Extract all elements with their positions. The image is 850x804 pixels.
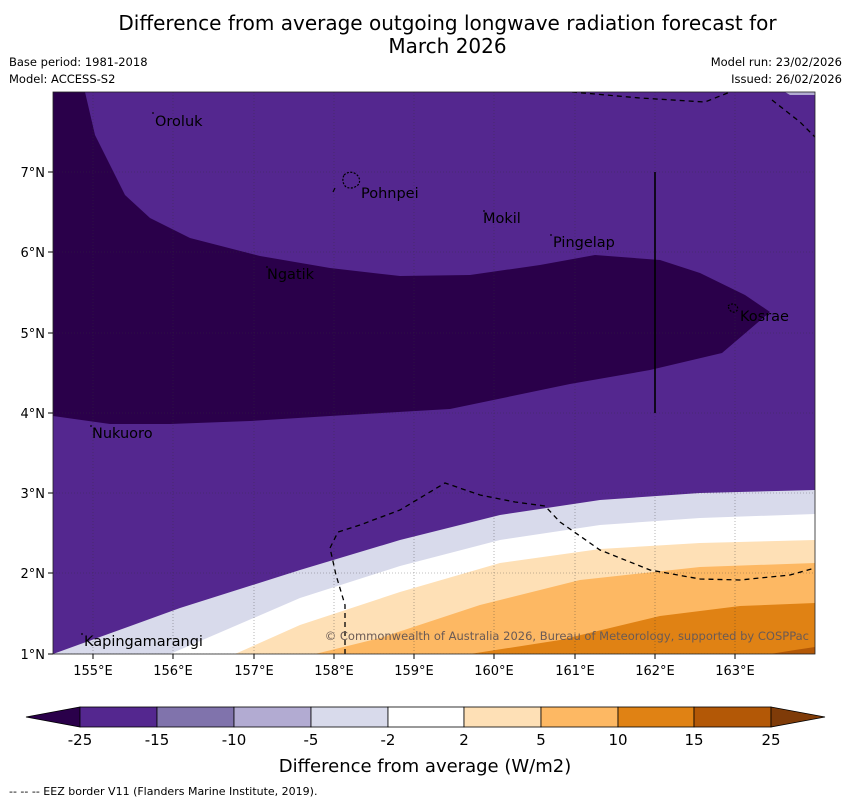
- colorbar-swatch-neg25-neg15: [79, 706, 158, 728]
- lon-tick-158: 158°E: [314, 664, 354, 679]
- lat-tick-1n: 1°N: [21, 648, 46, 663]
- colorbar-swatch-10-15: [617, 706, 695, 728]
- lon-tick-161: 161°E: [555, 664, 595, 679]
- lon-tick-163: 163°E: [715, 664, 755, 679]
- colorbar-swatch-5-10: [540, 706, 619, 728]
- colorbar-tick-2: 2: [459, 731, 469, 749]
- colorbar-arrow-right: [770, 706, 826, 728]
- pohnpei-reef-mark: [332, 187, 336, 193]
- colorbar-tick-10: 10: [608, 731, 627, 749]
- meta-left: Base period: 1981-2018 Model: ACCESS-S2: [9, 54, 148, 88]
- place-markers: [81, 112, 552, 635]
- kosrae-outline: [727, 303, 739, 313]
- colorbar-arrow-left: [25, 706, 81, 728]
- kapinga-marker: [81, 633, 83, 635]
- base-period: Base period: 1981-2018: [9, 55, 148, 69]
- lat-tick-4n: 4°N: [21, 407, 46, 422]
- colorbar-tick-25: 25: [761, 731, 780, 749]
- model-name: Model: ACCESS-S2: [9, 72, 116, 86]
- colorbar-tick-neg15: -15: [145, 731, 170, 749]
- colorbar-tick-neg2: -2: [381, 731, 396, 749]
- lon-tick-156: 156°E: [153, 664, 193, 679]
- eez-border-south: [329, 482, 815, 654]
- lon-tick-155: 155°E: [73, 664, 113, 679]
- mokil-marker: [483, 210, 485, 212]
- colorbar-swatch-15-25: [693, 706, 772, 728]
- eez-border-top-right: [771, 99, 815, 138]
- eez-footnote: -- -- -- EEZ border V11 (Flanders Marine…: [9, 785, 318, 798]
- place-label-pohnpei: Pohnpei: [361, 186, 419, 202]
- map-plot-area: Oroluk Pohnpei Mokil Pingelap Ngatik Kos…: [53, 92, 815, 654]
- colorbar-swatch-2-5: [463, 706, 542, 728]
- colorbar-tick-5: 5: [536, 731, 546, 749]
- map-title: Difference from average outgoing longwav…: [0, 12, 850, 58]
- ngatik-marker: [266, 266, 268, 268]
- place-label-pingelap: Pingelap: [553, 235, 615, 251]
- title-line-2: March 2026: [388, 34, 507, 58]
- colorbar-tick-neg10: -10: [222, 731, 247, 749]
- place-label-nukuoro: Nukuoro: [92, 426, 153, 442]
- lat-tick-6n: 6°N: [21, 246, 46, 261]
- colorbar-swatch-neg2-2: [387, 706, 465, 728]
- copyright-text: © Commonwealth of Australia 2026, Bureau…: [325, 629, 809, 643]
- band-10-15: [470, 603, 815, 654]
- place-label-mokil: Mokil: [483, 211, 521, 227]
- lat-tick-7n: 7°N: [21, 166, 46, 181]
- model-run: Model run: 23/02/2026: [710, 55, 842, 69]
- band-15-25: [770, 647, 815, 654]
- nukuoro-marker: [90, 425, 92, 427]
- colorbar-tick-neg25: -25: [68, 731, 93, 749]
- place-label-kosrae: Kosrae: [740, 309, 789, 325]
- colorbar-tick-15: 15: [684, 731, 703, 749]
- lon-tick-157: 157°E: [234, 664, 274, 679]
- plot-frame: [52, 91, 816, 655]
- axis-ticks: [48, 171, 736, 659]
- eez-border-top: [571, 92, 731, 103]
- lon-tick-159: 159°E: [394, 664, 434, 679]
- eez-borders: [329, 92, 815, 654]
- lon-tick-162: 162°E: [635, 664, 675, 679]
- patch-top-right: [785, 92, 815, 95]
- lat-tick-5n: 5°N: [21, 327, 46, 342]
- lat-tick-2n: 2°N: [21, 567, 46, 582]
- meta-right: Model run: 23/02/2026 Issued: 26/02/2026: [711, 54, 842, 88]
- place-label-oroluk: Oroluk: [155, 114, 203, 130]
- colorbar-swatch-neg5-neg2: [310, 706, 389, 728]
- pingelap-marker: [550, 234, 552, 236]
- colorbar-label: Difference from average (W/m2): [279, 756, 571, 777]
- colorbar-swatch-neg10-neg5: [233, 706, 312, 728]
- place-label-ngatik: Ngatik: [267, 267, 315, 283]
- place-label-kapingamarangi: Kapingamarangi: [84, 634, 203, 650]
- title-line-1: Difference from average outgoing longwav…: [118, 11, 777, 35]
- gridlines: [53, 92, 815, 654]
- colorbar-swatch-neg15-neg10: [156, 706, 235, 728]
- issued-date: Issued: 26/02/2026: [731, 72, 842, 86]
- colorbar-tick-neg5: -5: [304, 731, 319, 749]
- islands: [332, 171, 739, 313]
- lat-tick-3n: 3°N: [21, 487, 46, 502]
- oroluk-marker: [152, 112, 154, 114]
- lon-tick-160: 160°E: [474, 664, 514, 679]
- colorbar: [25, 706, 826, 728]
- band-below-neg25: [53, 92, 770, 424]
